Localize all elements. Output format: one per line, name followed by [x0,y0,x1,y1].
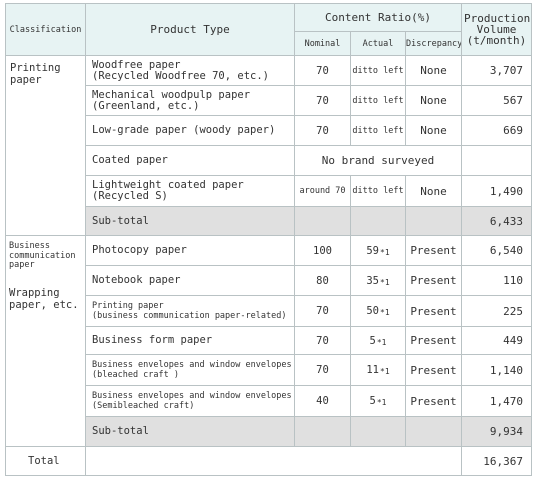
product-type-cell: Coated paper [85,145,295,176]
header-product-type: Product Type [85,3,295,56]
product-type-cell: Mechanical woodpulp paper (Greenland, etc… [85,85,295,116]
table-row: Printing paper Woodfree paper (Recycled W… [5,55,532,236]
nominal-cell: 70 [294,354,351,386]
nominal-cell: 40 [294,385,351,417]
nominal-cell: 100 [294,235,351,266]
total-label: Total [5,446,86,476]
table-row: Lightweight coated paper (Recycled S) aro… [6,175,532,207]
empty-cell [294,206,351,236]
discrepancy-cell: Present [405,326,462,355]
product-type-cell: Printing paper (business communication pa… [85,295,295,327]
table-row: Business communication paper Wrapping pa… [5,235,532,447]
product-type-cell: Lightweight coated paper (Recycled S) [85,175,295,207]
table-row: Business envelopes and window envelopes(… [6,354,532,386]
header-discrepancy: Discrepancy [405,31,462,56]
header-actual: Actual [350,31,406,56]
table-row: Business form paper 70 5*1 Present 449 [6,326,532,355]
nominal-cell: around 70 [294,175,351,207]
discrepancy-cell: Present [405,295,462,327]
subtotal-volume: 6,433 [461,206,532,236]
volume-cell: 1,470 [461,385,532,417]
product-type-cell: Notebook paper [85,265,295,296]
discrepancy-cell: Present [405,385,462,417]
nominal-cell: 70 [294,326,351,355]
group-label: Business communication paper [9,241,76,270]
subtotal-row: Sub-total 9,934 [6,416,532,447]
header-classification: Classification [5,3,86,56]
actual-cell: 35*1 [350,265,406,296]
product-type-cell: Business envelopes and window envelopes(… [85,354,295,386]
volume-cell: 567 [461,85,532,116]
group-label: Printing paper [10,62,61,86]
table-row: Notebook paper 80 35*1 Present 110 [6,265,532,296]
volume-cell: 225 [461,295,532,327]
table-row: Low-grade paper (woody paper) 70 ditto l… [6,115,532,146]
discrepancy-cell: None [405,175,462,207]
subtotal-row: Sub-total 6,433 [6,206,532,236]
no-brand-note: No brand surveyed [294,145,462,176]
actual-cell: 59*1 [350,235,406,266]
actual-cell: 11*1 [350,354,406,386]
header-production-volume: Production Volume (t/month) [461,3,532,56]
actual-cell: 5*1 [350,326,406,355]
empty-cell [85,446,462,476]
table-row: Mechanical woodpulp paper (Greenland, etc… [6,85,532,116]
volume-cell: 6,540 [461,235,532,266]
actual-cell: ditto left [350,85,406,116]
total-volume: 16,367 [461,446,532,476]
volume-cell: 449 [461,326,532,355]
product-type-cell: Business envelopes and window envelopes(… [85,385,295,417]
nominal-cell: 70 [294,85,351,116]
empty-cell [350,206,406,236]
header-nominal: Nominal [294,31,351,56]
product-type-cell: Low-grade paper (woody paper) [85,115,295,146]
product-type-cell: Business form paper [85,326,295,355]
actual-cell: ditto left [350,55,406,86]
empty-cell [405,206,462,236]
empty-cell [294,416,351,447]
nominal-cell: 70 [294,115,351,146]
group-printing-paper: Printing paper [5,55,86,236]
discrepancy-cell: None [405,115,462,146]
actual-cell: 5*1 [350,385,406,417]
discrepancy-cell: Present [405,354,462,386]
volume-cell: 1,140 [461,354,532,386]
production-table: Classification Product Type Content Rati… [5,3,532,476]
nominal-cell: 80 [294,265,351,296]
discrepancy-cell: None [405,55,462,86]
volume-cell: 669 [461,115,532,146]
total-row: Total 16,367 [5,446,532,476]
volume-cell: 110 [461,265,532,296]
volume-cell: 1,490 [461,175,532,207]
subtotal-label: Sub-total [85,416,295,447]
nominal-cell: 70 [294,295,351,327]
empty-cell [350,416,406,447]
volume-cell: 3,707 [461,55,532,86]
discrepancy-cell: None [405,85,462,116]
table-row: Printing paper (business communication pa… [6,295,532,327]
nominal-cell: 70 [294,55,351,86]
empty-cell [405,416,462,447]
group-label: Wrapping paper, etc. [9,286,79,311]
subtotal-volume: 9,934 [461,416,532,447]
discrepancy-cell: Present [405,265,462,296]
actual-cell: 50*1 [350,295,406,327]
volume-cell [461,145,532,176]
actual-cell: ditto left [350,175,406,207]
header-content-ratio: Content Ratio(%) [294,3,462,32]
product-type-cell: Photocopy paper [85,235,295,266]
product-type-cell: Woodfree paper (Recycled Woodfree 70, etc… [85,55,295,86]
actual-cell: ditto left [350,115,406,146]
discrepancy-cell: Present [405,235,462,266]
group-business-wrapping: Business communication paper Wrapping pa… [5,235,86,447]
subtotal-label: Sub-total [85,206,295,236]
table-row: Coated paper No brand surveyed [6,145,532,176]
